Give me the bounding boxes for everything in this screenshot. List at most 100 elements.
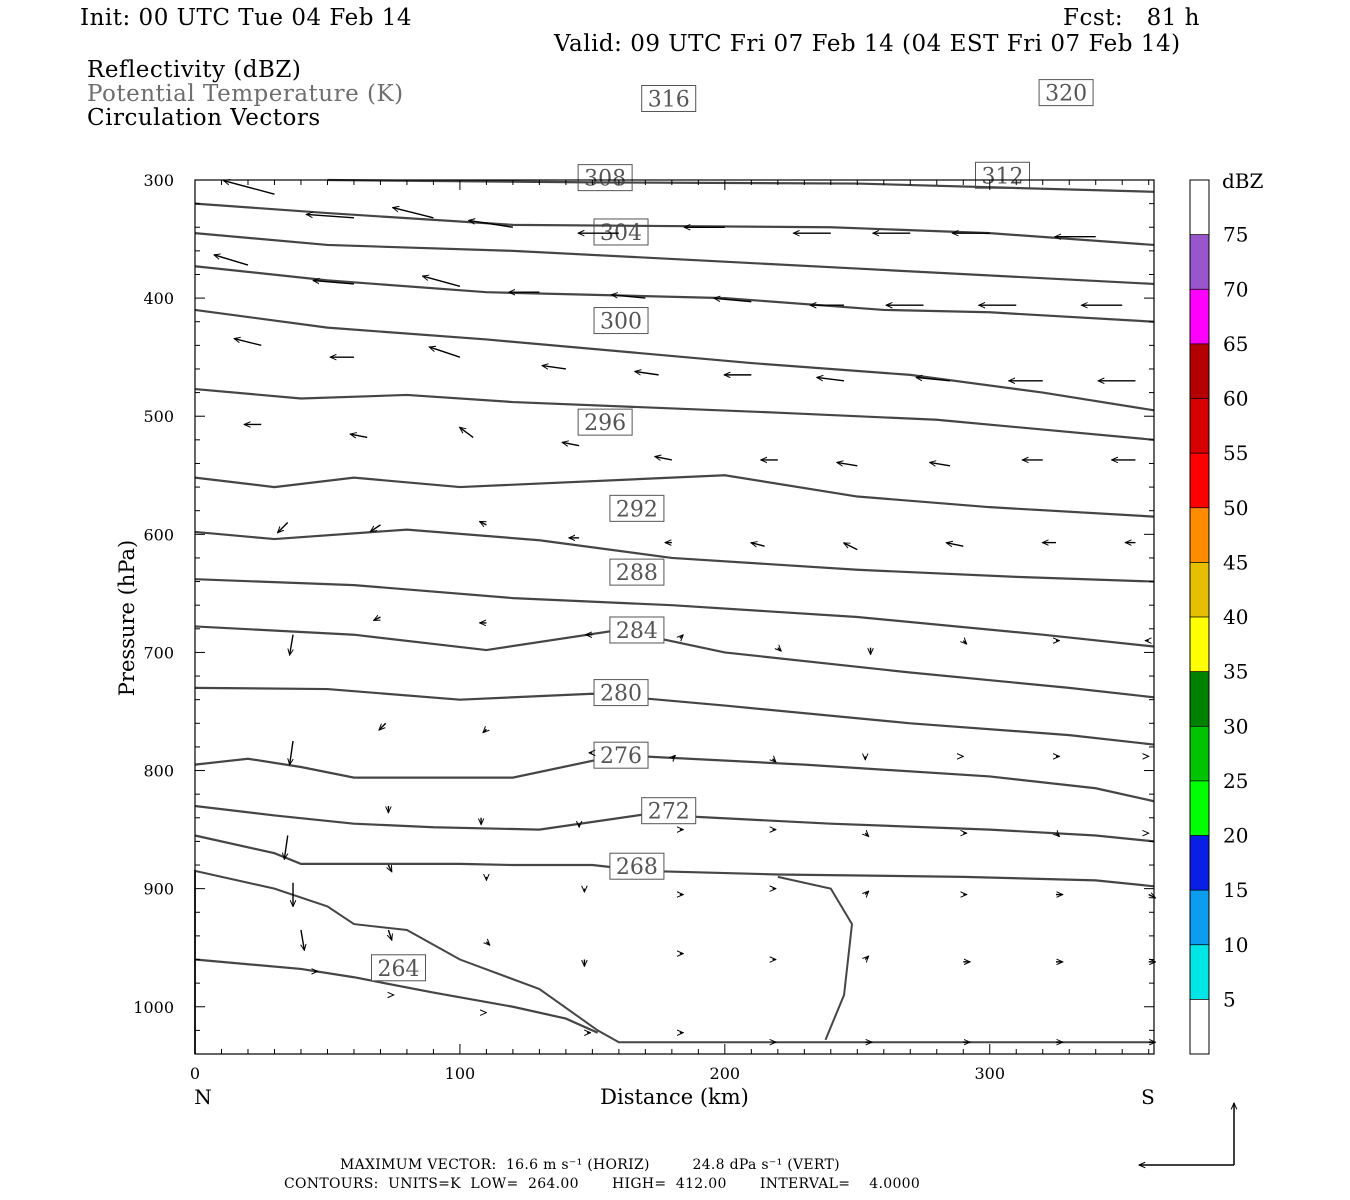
isentrope-label-264: 264 xyxy=(377,957,419,982)
colorbar-label: 10 xyxy=(1223,933,1248,957)
isentrope-308 xyxy=(194,265,1155,323)
circulation-vector xyxy=(388,864,393,872)
circulation-vector xyxy=(930,462,951,465)
isentrope-label-box-304 xyxy=(593,218,649,246)
colorbar-label: 40 xyxy=(1223,605,1248,629)
colorbar-swatch xyxy=(1190,507,1209,563)
isentrope-296 xyxy=(194,474,1155,518)
isentrope-label-320: 320 xyxy=(1045,82,1087,107)
colorbar-label: 45 xyxy=(1223,550,1248,574)
y-tick-label: 400 xyxy=(143,289,174,308)
isentrope-label-272: 272 xyxy=(648,800,690,825)
colorbar-swatch xyxy=(1190,398,1209,454)
isentrope-264 xyxy=(194,958,599,1034)
colorbar-swatch xyxy=(1190,289,1209,344)
isentrope-label-box-268 xyxy=(609,852,665,880)
colorbar-swatch xyxy=(1190,999,1209,1054)
y-tick-label: 600 xyxy=(143,525,174,544)
circulation-vector xyxy=(350,434,368,437)
isentrope-292 xyxy=(194,528,1155,583)
init-time: Init: 00 UTC Tue 04 Feb 14 xyxy=(80,5,413,31)
isentrope-label-316: 316 xyxy=(648,88,690,113)
isentrope-label-box-280 xyxy=(593,679,649,707)
circulation-vector xyxy=(562,442,580,445)
colorbar-label: 60 xyxy=(1223,387,1248,411)
circulation-vector xyxy=(865,956,868,959)
circulation-vector xyxy=(423,276,461,287)
circulation-vector xyxy=(655,457,672,460)
colorbar-swatch xyxy=(1190,234,1209,290)
circulation-vector xyxy=(234,339,262,347)
colorbar-label: 50 xyxy=(1223,496,1248,520)
max-vector-note: MAXIMUM VECTOR: 16.6 m s⁻¹ (HORIZ) 24.8 … xyxy=(340,1157,840,1173)
circulation-vector xyxy=(469,220,514,228)
x-axis-label: Distance (km) xyxy=(600,1085,749,1109)
isentrope-label-280: 280 xyxy=(600,682,642,707)
colorbar-label: 75 xyxy=(1223,223,1248,247)
circulation-vector xyxy=(865,891,868,894)
colorbar-swatch xyxy=(1190,617,1209,672)
circulation-vector xyxy=(480,520,487,524)
colorbar-label: 25 xyxy=(1223,769,1248,793)
circulation-vector xyxy=(865,833,868,836)
isentrope-280 xyxy=(194,686,1155,746)
colorbar-label: 70 xyxy=(1223,277,1248,301)
colorbar-label: 55 xyxy=(1223,441,1248,465)
plot-frame xyxy=(194,179,1155,1055)
colorbar-swatch xyxy=(1190,726,1209,781)
terrain-outline xyxy=(194,869,1154,1054)
circulation-vector xyxy=(837,462,858,465)
circulation-vector xyxy=(460,427,474,439)
isentrope-288 xyxy=(194,578,1155,648)
colorbar-label: 65 xyxy=(1223,332,1248,356)
colorbar-label: 20 xyxy=(1223,824,1248,848)
isentrope-label-box-272 xyxy=(641,797,697,825)
circulation-vector xyxy=(751,543,765,546)
colorbar-unit: dBZ xyxy=(1222,169,1264,193)
colorbar-label: 5 xyxy=(1223,987,1236,1011)
field-label-vectors: Circulation Vectors xyxy=(87,105,321,131)
y-axis-label: Pressure (hPa) xyxy=(115,540,139,696)
isentrope-label-284: 284 xyxy=(616,619,658,644)
reference-vector xyxy=(1139,1103,1234,1165)
isentrope-label-292: 292 xyxy=(616,497,658,522)
circulation-vector xyxy=(611,295,646,299)
isentrope-300 xyxy=(194,387,1155,441)
isentrope-272 xyxy=(194,804,1155,843)
isentrope-276 xyxy=(194,754,1155,803)
x-left-end-label: N xyxy=(194,1085,212,1109)
isentrope-label-box-320 xyxy=(1038,79,1094,107)
colorbar-swatch xyxy=(1190,780,1209,836)
circulation-vector xyxy=(1056,833,1059,836)
circulation-vector xyxy=(223,181,275,195)
circulation-vector xyxy=(773,759,776,762)
colorbar-swatch xyxy=(1190,671,1209,727)
colorbar-label: 15 xyxy=(1223,878,1248,902)
circulation-vector xyxy=(290,740,294,765)
colorbar-label: 30 xyxy=(1223,714,1248,738)
circulation-vector xyxy=(916,377,951,382)
circulation-vector xyxy=(214,255,249,266)
circulation-vector xyxy=(963,641,966,644)
field-label-theta: Potential Temperature (K) xyxy=(87,81,404,107)
circulation-vector xyxy=(844,542,858,551)
y-tick-label: 900 xyxy=(143,880,174,899)
circulation-vector xyxy=(946,543,964,546)
forecast-hour: Fcst: 81 h xyxy=(1063,5,1200,31)
circulation-vector xyxy=(483,729,486,732)
isentrope-label-box-292 xyxy=(609,494,665,522)
isentrope-316 xyxy=(194,202,1155,247)
isentrope-label-box-300 xyxy=(593,307,649,335)
circulation-vector xyxy=(370,524,381,532)
y-tick-label: 1000 xyxy=(133,998,174,1017)
isentrope-label-box-312 xyxy=(975,161,1031,189)
circulation-vector xyxy=(672,755,675,758)
isentrope-label-308: 308 xyxy=(584,167,626,192)
isentrope-label-box-316 xyxy=(641,85,697,113)
circulation-vector xyxy=(301,929,304,950)
circulation-vector xyxy=(379,722,387,730)
isentrope-label-box-284 xyxy=(609,616,665,644)
circulation-vector xyxy=(388,929,391,940)
isentrope-label-296: 296 xyxy=(584,411,626,436)
